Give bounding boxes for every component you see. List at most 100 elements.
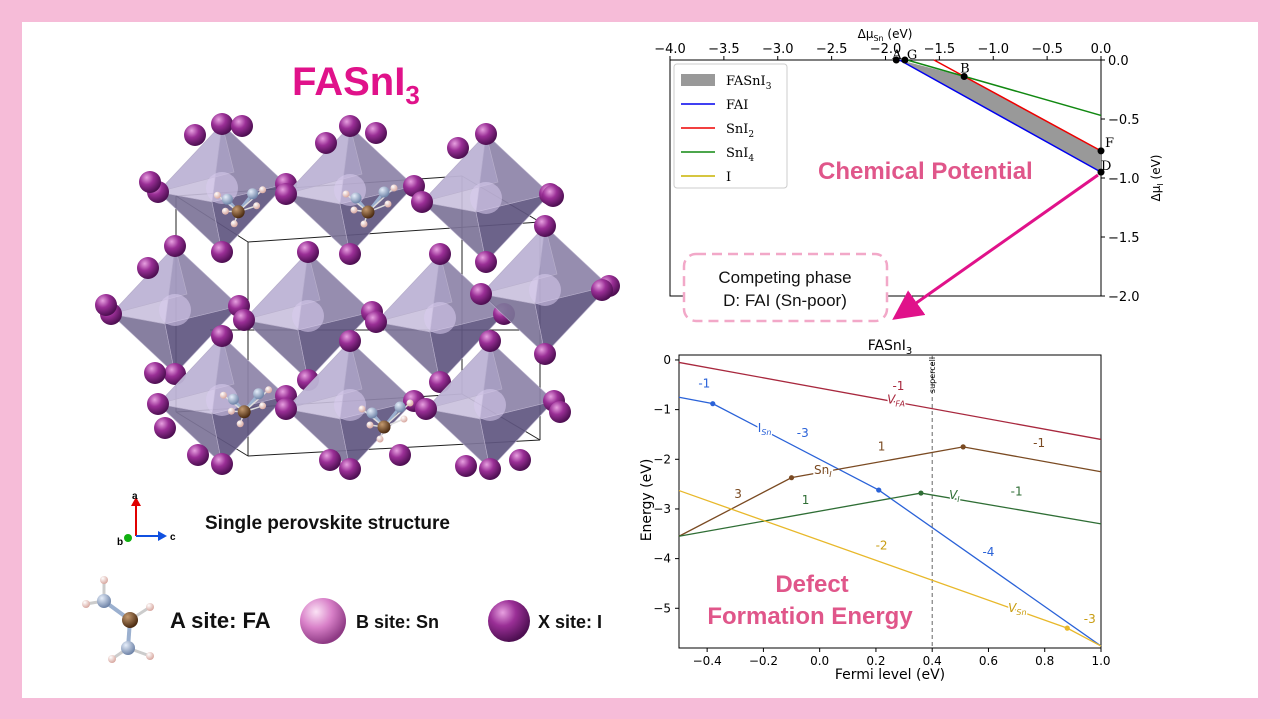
hydrogen-atom [376, 435, 384, 443]
iodine-atom [455, 455, 477, 477]
axis-c-label: c [170, 532, 176, 543]
sn-i-octahedron [275, 115, 425, 265]
iodine-atom [147, 393, 169, 415]
transition-point [918, 490, 924, 496]
hydrogen-atom [384, 200, 392, 208]
sn-atom [159, 294, 191, 326]
iodine-atom [509, 449, 531, 471]
iodine-atom [233, 309, 255, 331]
fa-molecule [342, 184, 398, 228]
transition-point [960, 444, 966, 450]
b-site-label: B site: Sn [356, 612, 439, 632]
x-tick-label: −2.5 [816, 42, 848, 57]
carbon-atom [377, 420, 391, 434]
nitrogen-atom [221, 193, 233, 205]
hydrogen-atom [366, 421, 374, 429]
nitrogen-atom [253, 388, 265, 400]
iodine-atom [389, 444, 411, 466]
iodine-atom [339, 458, 361, 480]
fa-molecule [213, 186, 267, 228]
sn-atom [529, 274, 561, 306]
iodine-atom [211, 453, 233, 475]
series-label: VI [949, 488, 960, 504]
hydrogen-atom [259, 186, 267, 194]
y-tick-label: 0.0 [1108, 54, 1129, 69]
y-tick-label: −1.0 [1108, 172, 1140, 187]
vertex-label-a: A [891, 48, 902, 63]
iodine-atom [211, 241, 233, 263]
iodine-atom [534, 343, 556, 365]
dfe-plot-frame [678, 354, 1102, 649]
hydrogen-atom [227, 407, 235, 415]
iodine-atom [164, 235, 186, 257]
y-tick-label: −3 [653, 502, 671, 516]
competing-phase-line1: Competing phase [718, 268, 851, 287]
iodine-atom [154, 417, 176, 439]
axis-b-label: b [117, 537, 123, 548]
structure-caption: Single perovskite structure [205, 513, 450, 534]
defect-annotation-line1: Defect [775, 571, 848, 598]
carbon-atom [231, 205, 245, 219]
boundary-line-sni4 [906, 59, 1102, 117]
hydrogen-atom [221, 207, 229, 215]
hydrogen-atom [342, 190, 350, 198]
series-label: ISn [758, 421, 772, 437]
nitrogen-atom [227, 393, 239, 405]
charge-state-label: -1 [698, 376, 710, 390]
series-line-isn [678, 396, 1102, 647]
iodine-atom [275, 398, 297, 420]
y-tick-label: −2 [653, 452, 671, 466]
iodine-atom [429, 371, 451, 393]
iodine-atom [447, 137, 469, 159]
supercell-label: supercell [928, 357, 937, 393]
charge-state-label: 3 [734, 487, 742, 501]
iodine-atom [319, 449, 341, 471]
charge-state-label: -4 [982, 545, 994, 559]
iodine-atom [479, 458, 501, 480]
chem-legend: FASnI3 FAI SnI2 SnI4 I [673, 63, 788, 189]
series-label: VSn [1008, 601, 1026, 617]
hydrogen-atom [213, 191, 221, 199]
chemical-potential-chart: −4.0 −3.5 −3.0 −2.5 −2.0 −1.5 −1.0 −0.5 0.00.0 −0… [654, 27, 1165, 305]
x-tick-label: −0.5 [1031, 42, 1063, 57]
legend-label: SnI2 [726, 122, 754, 140]
perovskite-structure-illustration [95, 113, 620, 480]
legend-label: SnI4 [726, 146, 754, 164]
x-tick-label: 0.0 [1091, 42, 1112, 57]
iodine-atom [187, 444, 209, 466]
i-atom-icon [488, 600, 530, 642]
vertex-point-g [901, 56, 909, 64]
fa-molecule [358, 399, 414, 443]
y-tick-label: −1 [653, 403, 671, 417]
iodine-atom [339, 330, 361, 352]
series-line-sni [678, 446, 1102, 537]
x-tick-label: −0.4 [693, 654, 722, 668]
defect-formation-energy-chart: −0.4 −0.2 0.0 0.2 0.4 0.6 0.8 1.0 0 −1 −2 −3 −4 −5 Fer… [639, 338, 1111, 683]
iodine-atom [542, 185, 564, 207]
series-label: SnI [814, 463, 832, 479]
x-tick-label: 0.8 [1035, 654, 1054, 668]
vertex-label-d: D [1101, 159, 1111, 174]
iodine-atom [184, 124, 206, 146]
legend-label: I [726, 170, 731, 185]
iodine-atom [231, 115, 253, 137]
x-site-label: X site: I [538, 612, 602, 632]
vertex-point-b [960, 73, 968, 81]
nitrogen-atom [366, 407, 378, 419]
charge-state-label: -3 [797, 426, 809, 440]
x-tick-label: −0.2 [749, 654, 778, 668]
x-tick-label: −1.5 [924, 42, 956, 57]
iodine-atom [365, 122, 387, 144]
dfe-x-axis-label: Fermi level (eV) [835, 667, 945, 683]
iodine-atom [534, 215, 556, 237]
y-tick-label: −0.5 [1108, 113, 1140, 128]
sn-atom [292, 300, 324, 332]
nitrogen-atom [394, 401, 406, 413]
iodine-atom [429, 243, 451, 265]
axis-triad: a b c [117, 491, 176, 548]
hydrogen-atom [230, 220, 238, 228]
x-tick-label: 0.2 [866, 654, 885, 668]
iodine-atom [475, 123, 497, 145]
iodine-atom [297, 241, 319, 263]
hydrogen-atom [400, 415, 408, 423]
